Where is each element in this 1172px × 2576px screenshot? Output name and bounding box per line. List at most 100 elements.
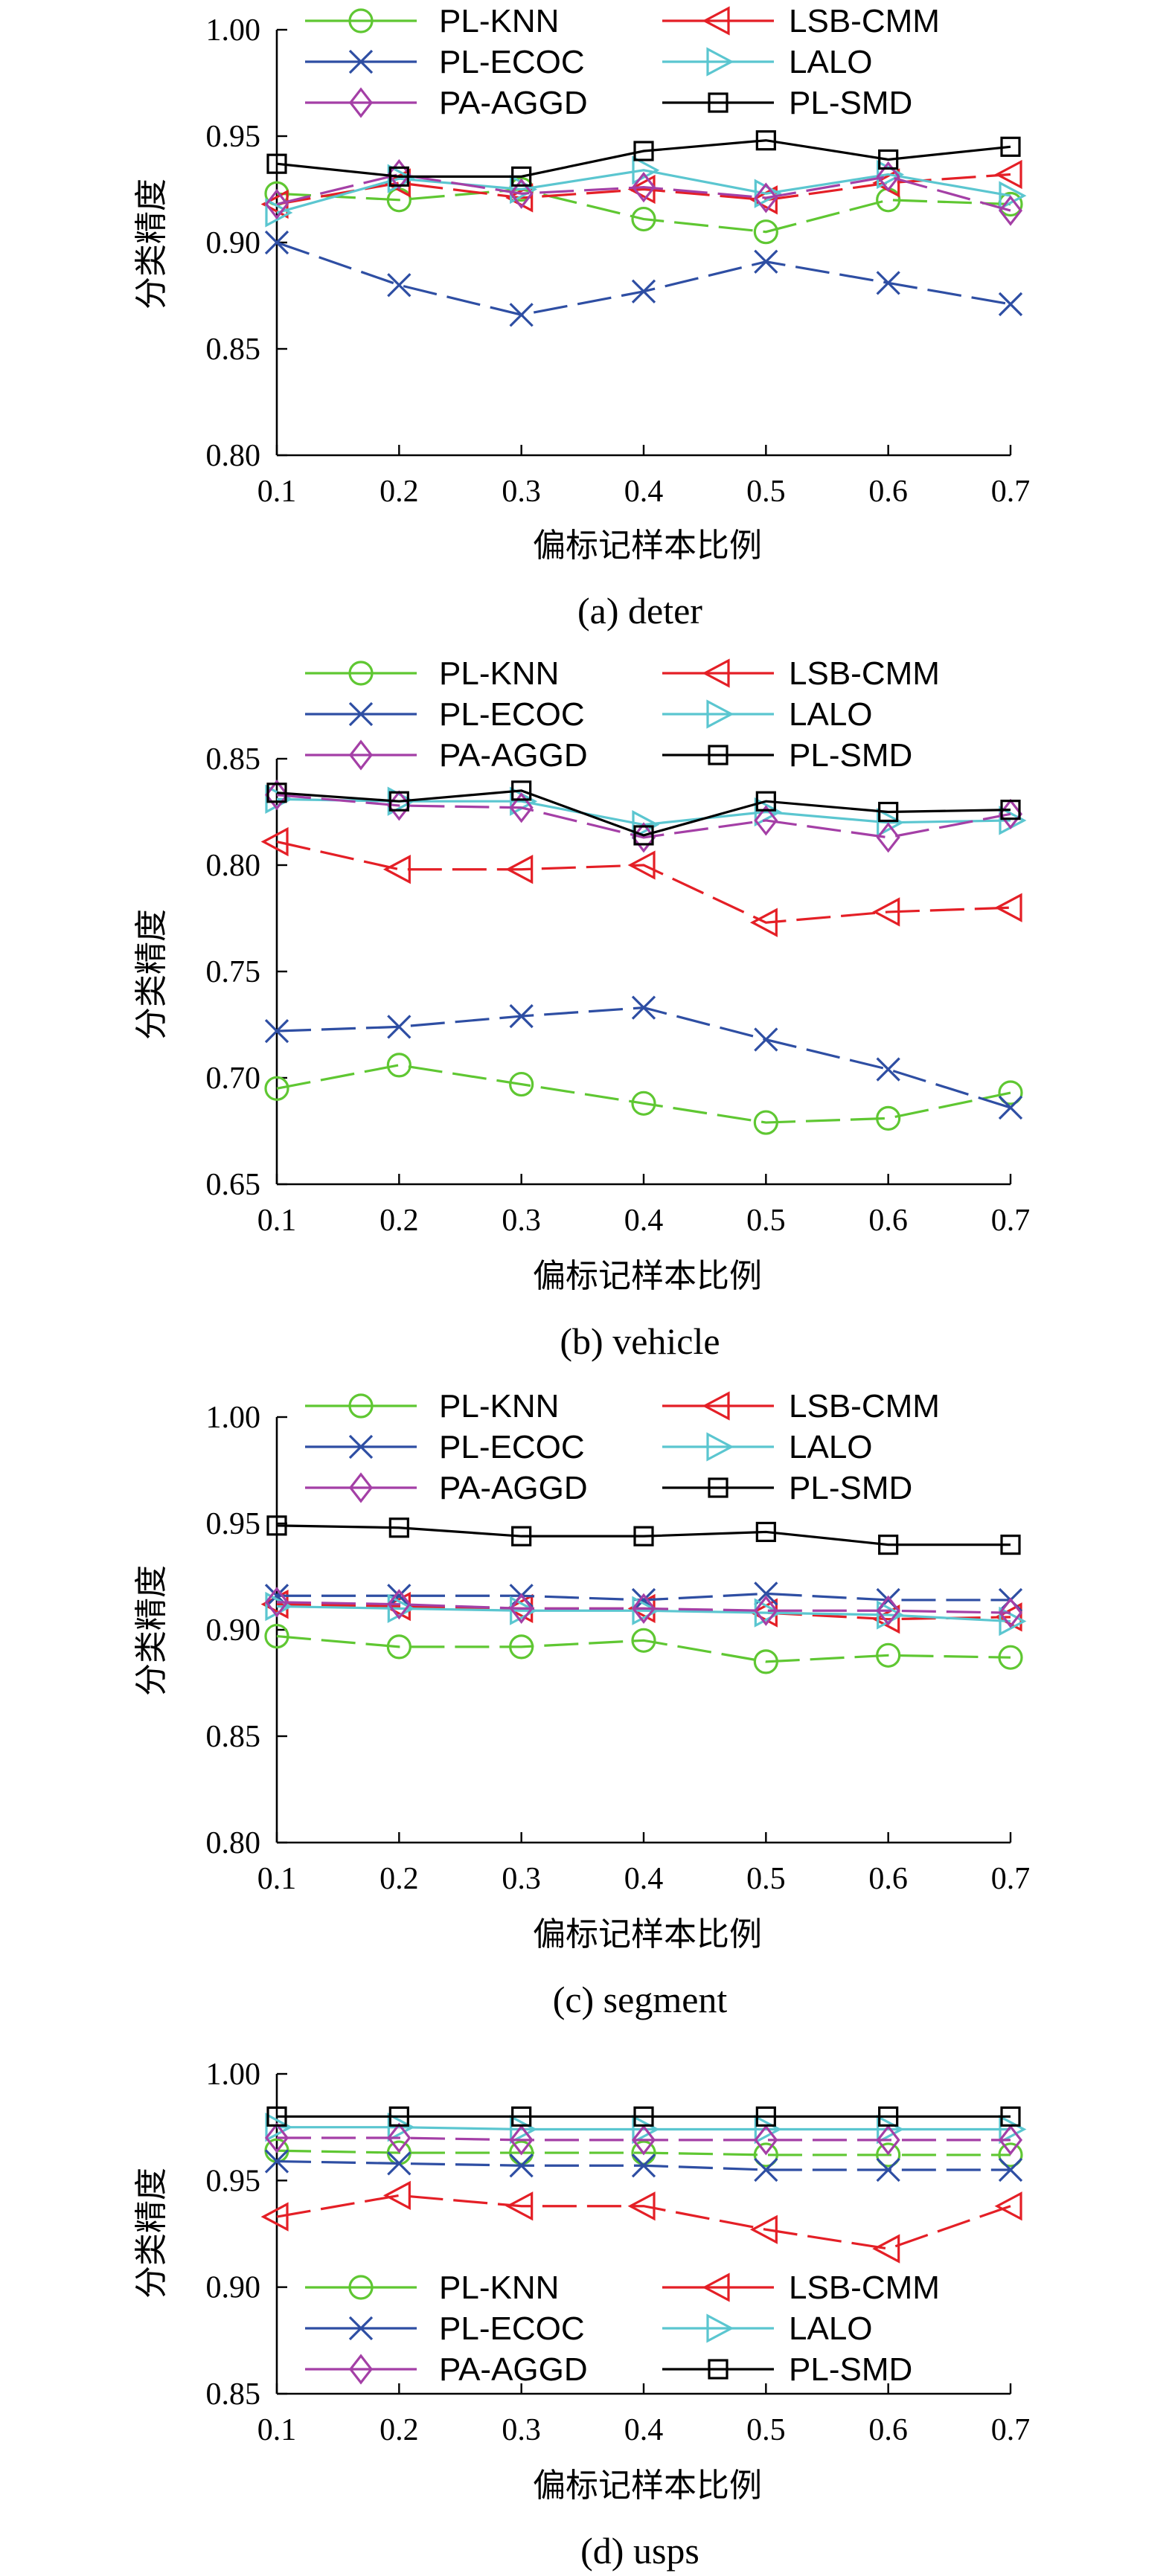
data-point <box>876 1642 901 1668</box>
series-line <box>277 2136 1011 2142</box>
series-line <box>276 169 1011 214</box>
x-tick-label: 0.4 <box>624 1862 664 1896</box>
data-point <box>510 1596 538 1625</box>
data-point <box>388 1517 409 1538</box>
legend-marker <box>708 2359 729 2380</box>
data-point <box>754 182 778 213</box>
data-point <box>631 995 656 1020</box>
series-line <box>276 173 1011 212</box>
data-point <box>266 153 287 174</box>
panel-caption: (a) deter <box>577 590 702 632</box>
data-point <box>387 1015 412 1039</box>
y-tick-label: 0.85 <box>206 333 261 367</box>
series-pa-aggd <box>264 780 1023 853</box>
x-axis-title: 偏标记样本比例 <box>533 2467 762 2505</box>
chart-panel-4: 0.85 0.90 0.95 1.00 0.1 0.2 0.3 0.4 0.5 0.6 0.7 偏标记… <box>132 2058 1030 2572</box>
legend-entry: PL-KNN <box>305 3 559 39</box>
legend-label: PA-AGGD <box>439 1470 588 1506</box>
data-point <box>998 2157 1023 2182</box>
y-tick-label: 0.90 <box>206 226 261 260</box>
legend-entry: LSB-CMM <box>662 655 940 692</box>
data-point <box>1000 1535 1021 1555</box>
data-point <box>386 1634 412 1660</box>
x-tick-label: 0.2 <box>380 2413 419 2447</box>
x-tick-label: 0.2 <box>380 1862 419 1896</box>
data-point <box>994 2191 1022 2221</box>
data-point <box>876 161 900 192</box>
legend-label: PA-AGGD <box>439 737 588 774</box>
legend-label: PL-ECOC <box>439 44 585 80</box>
legend-marker <box>348 2316 374 2341</box>
data-point <box>994 159 1022 190</box>
x-tick-label: 0.4 <box>624 1204 664 1238</box>
data-point <box>266 2106 287 2127</box>
legend-marker <box>702 1391 730 1421</box>
data-point <box>872 2234 900 2264</box>
x-tick-label: 0.4 <box>624 475 664 509</box>
series-pl-ecoc <box>264 995 1023 1120</box>
y-axis-title: 分类精度 <box>132 179 170 309</box>
data-point <box>872 897 900 927</box>
data-point <box>998 1597 1023 1628</box>
panel-caption: (b) vehicle <box>560 1320 720 1362</box>
series-line <box>276 789 1011 837</box>
legend-label: PL-SMD <box>789 1470 912 1506</box>
series-line <box>276 1605 1011 1623</box>
data-point <box>754 1598 782 1628</box>
series-lalo <box>265 155 1027 228</box>
data-point <box>753 1649 778 1674</box>
legend-marker <box>706 47 734 77</box>
legend-entry: PL-SMD <box>662 1470 912 1506</box>
series-line <box>276 139 1011 178</box>
data-point <box>511 780 532 801</box>
data-point <box>387 273 412 298</box>
data-point <box>387 2122 412 2153</box>
legend-entry: LALO <box>662 2310 873 2347</box>
legend-label: PL-ECOC <box>439 2310 585 2347</box>
data-point <box>387 2151 412 2176</box>
data-point <box>631 1091 656 1116</box>
legend-marker <box>348 701 374 727</box>
series-pl-knn <box>264 1053 1023 1135</box>
data-point <box>876 2124 900 2156</box>
y-tick-label: 0.70 <box>206 1061 261 1096</box>
data-point <box>998 1095 1023 1120</box>
legend: PL-KNN LSB-CMM PL-ECOC LALO PA-AGGD PL-SMD <box>305 3 940 121</box>
y-tick-label: 0.95 <box>206 120 261 154</box>
legend-entry: PL-ECOC <box>305 2310 585 2347</box>
legend-marker <box>708 745 729 765</box>
series-pl-smd <box>266 2106 1021 2127</box>
legend-marker <box>348 661 374 686</box>
y-tick-label: 0.80 <box>206 1826 261 1860</box>
y-tick-label: 1.00 <box>206 13 261 48</box>
data-point <box>754 2157 778 2182</box>
legend-marker <box>702 658 730 688</box>
chart-panel-1: 0.80 0.85 0.90 0.95 1.00 0.1 0.2 0.3 0.4 0.5 0.6 0.… <box>132 3 1030 632</box>
data-point <box>754 797 782 827</box>
series-line <box>276 794 1011 839</box>
series-line <box>276 1524 1011 1546</box>
legend-entry: PL-KNN <box>305 2270 559 2306</box>
series-pl-smd <box>266 780 1021 846</box>
data-point <box>627 2191 656 2221</box>
legend-label: LSB-CMM <box>789 655 940 692</box>
series-pl-smd <box>266 1515 1021 1555</box>
legend-entry: PL-ECOC <box>305 1429 585 1465</box>
data-point <box>631 2124 656 2156</box>
data-point <box>264 1587 289 1618</box>
x-tick-label: 0.5 <box>746 1204 786 1238</box>
data-point <box>755 1521 776 1543</box>
y-axis-title: 分类精度 <box>132 1565 170 1696</box>
data-point <box>631 206 656 232</box>
legend-marker <box>706 1432 734 1462</box>
x-tick-label: 0.6 <box>868 1204 908 1238</box>
legend-label: PL-SMD <box>789 2351 912 2388</box>
data-point <box>753 2142 778 2168</box>
data-point <box>509 1634 534 1660</box>
legend-label: PL-ECOC <box>439 696 585 733</box>
series-line <box>276 1634 1011 1663</box>
x-tick-label: 0.3 <box>502 475 541 509</box>
data-point <box>509 178 534 209</box>
data-point <box>1000 136 1021 157</box>
